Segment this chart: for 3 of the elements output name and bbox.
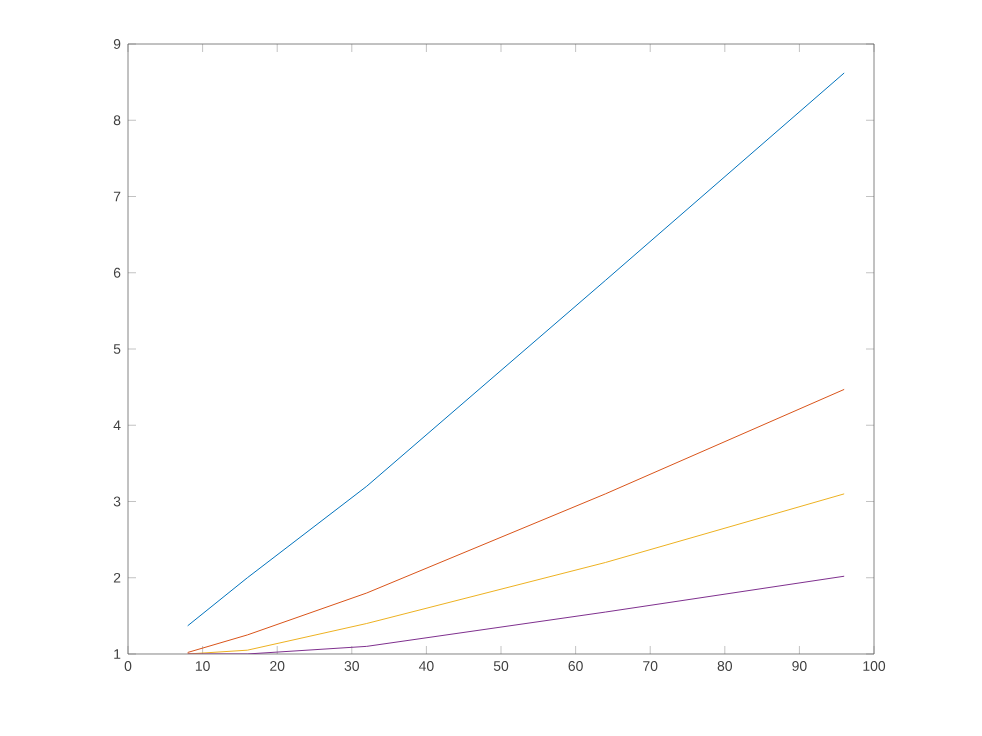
line-series <box>187 388 845 653</box>
line-series <box>187 575 845 654</box>
line-series <box>187 72 845 627</box>
